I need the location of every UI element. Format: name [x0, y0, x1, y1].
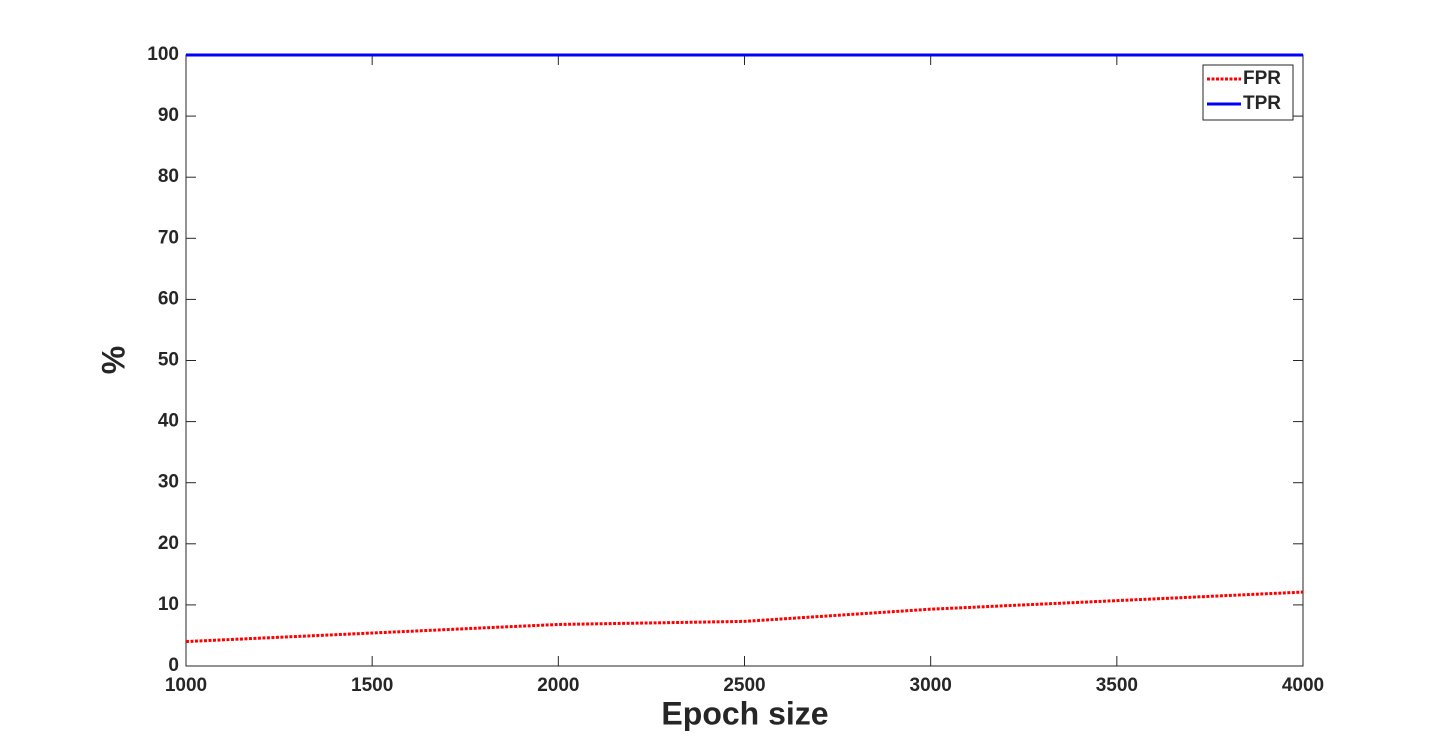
y-tick-label: 70	[158, 227, 179, 248]
legend-label: TPR	[1243, 93, 1281, 114]
y-tick-label: 100	[147, 44, 179, 65]
x-tick-label: 1500	[351, 675, 393, 696]
x-tick-label: 2000	[537, 675, 579, 696]
x-tick-label: 4000	[1282, 675, 1324, 696]
y-tick-label: 90	[158, 105, 179, 126]
x-axis-label: Epoch size	[661, 695, 828, 731]
y-tick-label: 20	[158, 533, 179, 554]
y-tick-label: 40	[158, 411, 179, 432]
y-tick-label: 60	[158, 288, 179, 309]
x-tick-label: 3500	[1096, 675, 1138, 696]
x-tick-label: 3000	[910, 675, 952, 696]
y-tick-label: 0	[168, 655, 179, 676]
y-tick-label: 80	[158, 166, 179, 187]
legend-label: FPR	[1243, 68, 1281, 89]
y-tick-label: 10	[158, 594, 179, 615]
x-tick-label: 1000	[165, 675, 207, 696]
y-axis-label: %	[95, 346, 131, 374]
y-tick-label: 30	[158, 472, 179, 493]
plot-area	[185, 54, 1304, 667]
data-line	[185, 590, 1304, 644]
y-tick-label: 50	[158, 350, 179, 371]
x-tick-label: 2500	[723, 675, 765, 696]
legend-box	[1202, 64, 1294, 121]
